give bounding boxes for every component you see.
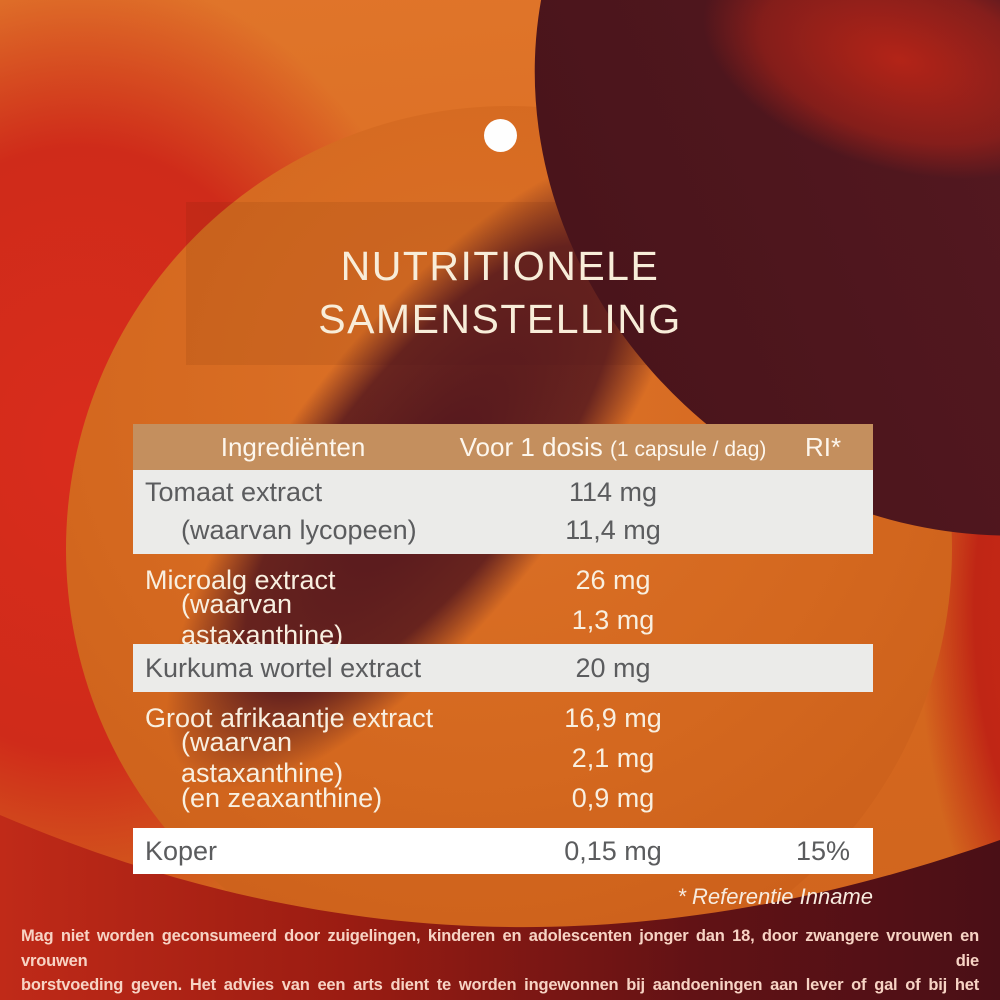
- header-ri: RI*: [804, 431, 842, 462]
- table-row: Microalg extract 26 mg: [133, 560, 873, 600]
- page-title: NUTRITIONELE SAMENSTELLING: [0, 240, 1000, 346]
- ingredient-name: (waarvan lycopeen): [181, 514, 417, 545]
- warning-line-1: Mag niet worden geconsumeerd door zuigel…: [21, 927, 979, 970]
- header-dose: Voor 1 dosis (1 capsule / dag): [453, 432, 773, 463]
- ingredient-name: Koper: [145, 835, 218, 866]
- table-row: (waarvan lycopeen) 11,4 mg: [133, 511, 873, 549]
- ingredient-dose: 16,9 mg: [564, 702, 662, 733]
- table-row: Groot afrikaantje extract 16,9 mg: [133, 698, 873, 738]
- ingredient-dose: 20 mg: [575, 652, 651, 683]
- ingredient-dose: 11,4 mg: [565, 514, 661, 545]
- ingredient-dose: 114 mg: [568, 476, 658, 507]
- table-row: Tomaat extract 114 mg: [133, 473, 873, 511]
- ingredient-ri: 15%: [795, 835, 851, 866]
- reference-intake-footnote: * Referentie Inname: [677, 884, 873, 909]
- table-header-row: Ingrediënten Voor 1 dosis (1 capsule / d…: [133, 424, 873, 470]
- dark-red-bottom-band: [0, 815, 1000, 1000]
- ingredient-name: Groot afrikaantje extract: [145, 702, 434, 733]
- row-group-afrikaantje: Groot afrikaantje extract 16,9 mg (waarv…: [133, 692, 873, 822]
- warning-line-2: borstvoeding geven. Het advies van een a…: [21, 976, 979, 994]
- nutrition-table: Ingrediënten Voor 1 dosis (1 capsule / d…: [133, 424, 873, 874]
- ingredient-name: Tomaat extract: [145, 476, 323, 507]
- ingredient-dose: 0,9 mg: [571, 782, 655, 813]
- row-group-microalg: Microalg extract 26 mg (waarvan astaxant…: [133, 554, 873, 651]
- title-line-2: SAMENSTELLING: [318, 296, 682, 342]
- table-row: (en zeaxanthine) 0,9 mg: [133, 778, 873, 818]
- ingredient-dose: 26 mg: [575, 564, 651, 595]
- ingredient-name: Microalg extract: [145, 564, 336, 595]
- row-group-tomaat: Tomaat extract 114 mg (waarvan lycopeen)…: [133, 470, 873, 554]
- ingredient-dose: 1,3 mg: [571, 604, 655, 635]
- header-dose-main: Voor 1 dosis: [459, 431, 610, 462]
- table-row: (waarvan astaxanthine) 1,3 mg: [133, 589, 873, 650]
- ingredient-dose: 2,1 mg: [571, 742, 655, 773]
- hang-hole-dot: [484, 119, 517, 152]
- table-row: Kurkuma wortel extract 20 mg: [133, 649, 873, 687]
- table-row: (waarvan astaxanthine) 2,1 mg: [133, 727, 873, 788]
- ingredient-name: (waarvan astaxanthine): [181, 727, 344, 788]
- row-group-kurkuma: Kurkuma wortel extract 20 mg: [133, 644, 873, 692]
- ingredient-name: Kurkuma wortel extract: [145, 652, 422, 683]
- warning-text: Mag niet worden geconsumeerd door zuigel…: [21, 924, 979, 1000]
- ingredient-name: (en zeaxanthine): [181, 782, 383, 813]
- title-line-1: NUTRITIONELE: [340, 243, 660, 289]
- table-row: Koper 0,15 mg 15%: [133, 828, 873, 874]
- row-group-koper: Koper 0,15 mg 15%: [133, 828, 873, 874]
- ingredient-name: (waarvan astaxanthine): [181, 589, 344, 650]
- header-dose-sub: (1 capsule / dag): [609, 437, 767, 461]
- ingredient-dose: 0,15 mg: [564, 835, 662, 866]
- header-ingredient: Ingrediënten: [220, 431, 366, 462]
